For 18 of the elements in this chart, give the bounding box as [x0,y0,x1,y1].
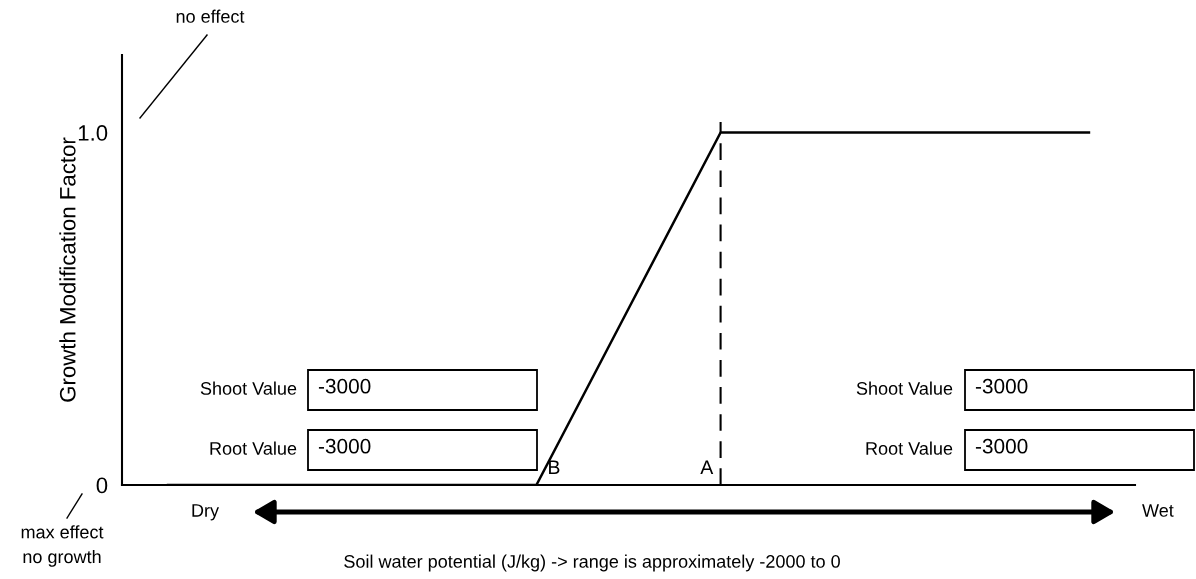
y-tick-label: 1.0 [78,125,108,141]
x-axis-title: Soil water potential (J/kg) -> range is approximately -2000 to 0 [344,554,840,572]
annotation: -3000 [975,438,1028,454]
annotation: B [549,460,560,474]
annotation: -3000 [318,378,371,394]
y-tick-label: 0 [96,477,108,494]
annotation: -3000 [318,438,371,454]
text: max effect no growth [21,525,104,567]
text: Wet [1142,504,1174,517]
annotation: Root Value [866,441,953,455]
text: A [700,460,714,474]
annotation: Shoot Value [200,381,297,395]
annotation: Root Value [210,441,297,455]
annotation: Shoot Value [856,381,953,395]
text: no effect [176,9,245,23]
text: Dry [192,504,220,521]
y-axis-title: Growth Modification Factor [59,137,76,402]
annotation: -3000 [975,378,1028,394]
